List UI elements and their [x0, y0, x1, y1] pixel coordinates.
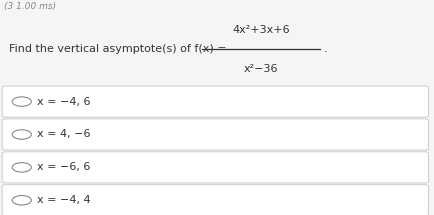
Text: .: .	[323, 45, 327, 54]
Text: 4x²+3x+6: 4x²+3x+6	[232, 25, 289, 35]
Text: x = 4, −6: x = 4, −6	[37, 129, 90, 140]
Text: x = −4, 4: x = −4, 4	[37, 195, 90, 205]
Text: x²−36: x²−36	[243, 64, 278, 74]
Text: x = −6, 6: x = −6, 6	[37, 162, 90, 172]
FancyBboxPatch shape	[2, 86, 427, 117]
FancyBboxPatch shape	[2, 185, 427, 215]
Text: Find the vertical asymptote(s) of f(x) =: Find the vertical asymptote(s) of f(x) =	[9, 45, 226, 54]
Text: x = −4, 6: x = −4, 6	[37, 97, 90, 107]
Text: (3 1.00 ms): (3 1.00 ms)	[4, 2, 56, 11]
FancyBboxPatch shape	[2, 152, 427, 183]
FancyBboxPatch shape	[2, 119, 427, 150]
